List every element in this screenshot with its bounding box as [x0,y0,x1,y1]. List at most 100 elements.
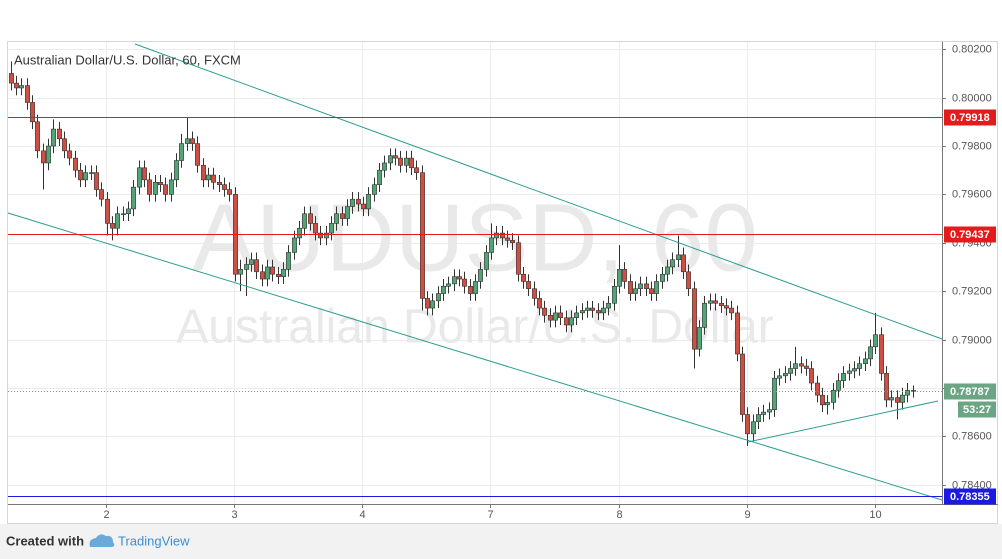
candle-body [281,269,286,277]
candle-body [393,155,398,159]
candle-body [121,213,126,216]
candle-body [638,283,643,290]
candle-body [665,266,670,275]
candle-body [201,165,206,181]
candle-body [254,259,259,273]
candle-body [457,276,462,280]
price-label-box [944,383,996,400]
candle-body [516,242,521,275]
candle-body [19,85,24,89]
candle-body [500,232,505,239]
candle-body [163,184,168,195]
candle-body [537,298,542,309]
candle-body [436,293,441,302]
candle-body [94,172,99,190]
candle-body [526,281,531,290]
candle-body [558,312,563,319]
candle-body [532,288,537,299]
candle-body [35,121,40,152]
candle-body [831,390,836,403]
candle-body [569,317,574,326]
candle-body [334,213,339,224]
top-bar [0,0,1002,38]
candle-body [227,189,232,195]
x-tick-label: 2 [103,509,109,521]
candle-body [670,259,675,268]
candle-body [265,266,270,280]
candle-body [217,181,222,186]
candle-body [820,394,825,406]
y-tick-label: 0.79600 [952,188,992,200]
footer-bar [0,524,1002,559]
candle-body [302,213,307,229]
candle-body [14,82,19,89]
candle-body [905,390,910,396]
candle-body [425,298,430,309]
candle-body [697,327,702,350]
candle-body [911,390,916,392]
candle-body [249,259,254,265]
candle-body [879,334,884,374]
price-label: 0.79918 [950,112,990,124]
candle-body [745,414,750,435]
candle-body [783,373,788,377]
candle-body [409,157,414,169]
candle-body [676,254,681,260]
candle-body [158,181,163,186]
candle-body [356,198,361,205]
candle-body [441,286,446,294]
channel-lower [7,212,943,501]
candle-body [308,213,313,224]
y-tick-label: 0.80200 [952,43,992,55]
candle-body [9,73,14,84]
candle-body [99,189,104,200]
candle-body [622,269,627,282]
candle-body [692,288,697,350]
candle-body [190,138,195,144]
candle-body [222,184,227,190]
candle-body [799,363,804,367]
candle-body [276,273,281,277]
candle-body [681,254,686,273]
chart-title: Australian Dollar/U.S. Dollar, 60, FXCM [14,52,241,67]
candle-body [115,213,120,229]
candle-body [777,375,782,379]
candle-body [649,288,654,294]
candle-body [185,138,190,144]
candle-body [889,397,894,401]
x-tick-label: 4 [359,509,365,521]
candle-body [596,310,601,314]
y-tick-label: 0.80000 [952,92,992,104]
candle-body [836,380,841,391]
candle-body [414,167,419,173]
candle-body [126,208,131,215]
footer-brand[interactable]: TradingView [118,533,190,548]
candle-body [553,312,558,321]
x-tick-label: 7 [487,509,493,521]
candle-body [756,414,761,423]
candle-body [446,283,451,287]
candle-body [78,169,83,181]
candle-body [286,252,291,270]
brand-logo [89,534,115,547]
candle-body [510,240,515,244]
footer-prefix: Created with [6,533,84,548]
candle-body [564,317,569,326]
candle-body [735,312,740,355]
candle-body [772,377,777,410]
candle-body [179,143,184,161]
candle-body [617,269,622,287]
candle-body [590,307,595,311]
candle-body [153,181,158,195]
candle-body [612,286,617,304]
y-tick-label: 0.79000 [952,334,992,346]
candle-body [841,373,846,381]
price-label-box [944,488,996,505]
candle-body [350,198,355,207]
candle-body [452,276,457,285]
candle-body [847,370,852,374]
candle-body [804,365,809,369]
candle-body [873,334,878,348]
